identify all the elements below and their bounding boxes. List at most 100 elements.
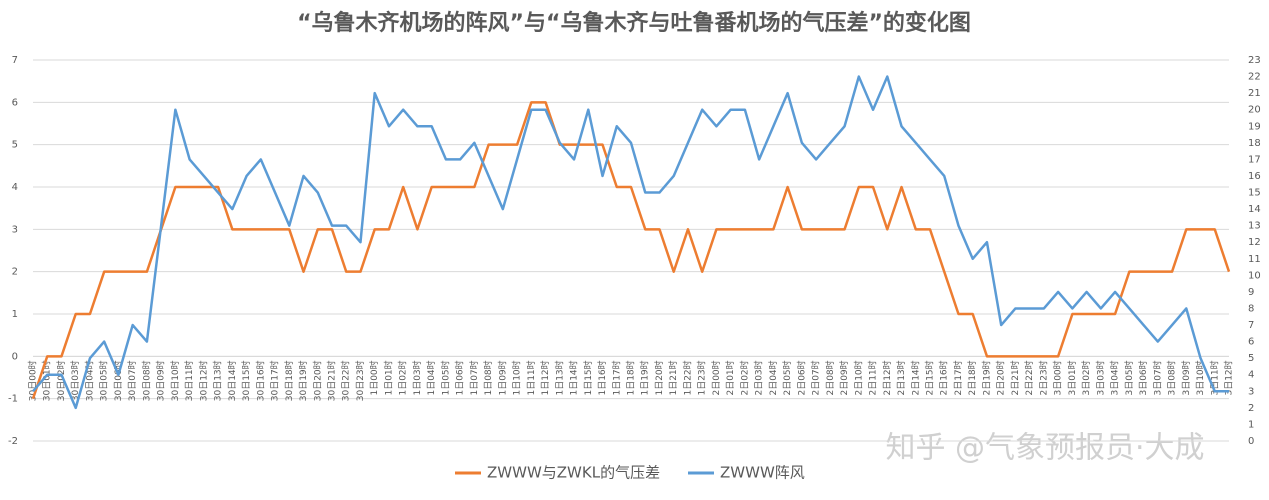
x-tick-label: 1日09时 — [496, 360, 508, 395]
y2-tick-label: 21 — [1248, 88, 1261, 99]
x-tick-label: 1日05时 — [439, 360, 451, 395]
x-tick-label: 30日00时 — [27, 360, 39, 401]
x-tick-label: 30日23时 — [354, 360, 366, 401]
x-tick-label: 3日04时 — [1109, 360, 1121, 395]
x-tick-label: 3日05时 — [1123, 360, 1135, 395]
x-tick-label: 30日13时 — [212, 360, 224, 401]
x-tick-label: 2日01时 — [724, 360, 736, 395]
series-line — [31, 101, 1231, 400]
y2-tick-label: 4 — [1248, 370, 1254, 381]
y2-tick-label: 14 — [1248, 204, 1261, 215]
x-tick-label: 2日21时 — [1009, 360, 1021, 395]
y-tick-label: 3 — [12, 224, 18, 235]
x-tick-label: 3日08时 — [1166, 360, 1178, 395]
y2-tick-label: 19 — [1248, 121, 1261, 132]
x-tick-label: 2日16时 — [938, 360, 950, 395]
x-tick-label: 2日14时 — [909, 360, 921, 395]
x-tick-label: 3日07时 — [1151, 360, 1163, 395]
y2-tick-label: 7 — [1248, 320, 1254, 331]
y2-tick-label: 12 — [1248, 237, 1261, 248]
x-tick-label: 1日17时 — [610, 360, 622, 395]
y2-tick-label: 11 — [1248, 254, 1261, 265]
x-tick-label: 30日03时 — [69, 360, 81, 401]
y2-tick-label: 2 — [1248, 403, 1254, 414]
x-tick-label: 3日06时 — [1137, 360, 1149, 395]
x-tick-label: 30日16时 — [254, 360, 266, 401]
x-tick-label: 3日12时 — [1223, 360, 1235, 395]
watermark: 知乎 @气象预报员·大成 — [885, 431, 1204, 466]
chart-title: “乌鲁木齐机场的阵风”与“乌鲁木齐与吐鲁番机场的气压差”的变化图 — [297, 10, 971, 36]
x-tick-label: 1日07时 — [468, 360, 480, 395]
x-tick-label: 1日11时 — [525, 360, 537, 395]
x-tick-label: 1日01时 — [382, 360, 394, 395]
x-tick-label: 1日19时 — [639, 360, 651, 395]
x-tick-label: 30日14时 — [226, 360, 238, 401]
x-tick-label: 1日10时 — [511, 360, 523, 395]
y2-tick-label: 1 — [1248, 419, 1254, 430]
x-tick-label: 3日02时 — [1080, 360, 1092, 395]
x-tick-label: 3日00时 — [1052, 360, 1064, 395]
legend-label: ZWWW与ZWKL的气压差 — [487, 464, 660, 482]
x-tick-label: 30日09时 — [155, 360, 167, 401]
x-tick-label: 2日13时 — [895, 360, 907, 395]
x-tick-label: 30日08时 — [140, 360, 152, 401]
x-tick-label: 1日23时 — [696, 360, 708, 395]
x-tick-label: 3日09时 — [1180, 360, 1192, 395]
x-tick-label: 30日12时 — [197, 360, 209, 401]
x-tick-label: 2日00时 — [710, 360, 722, 395]
y2-tick-label: 22 — [1248, 72, 1261, 83]
x-tick-label: 1日15时 — [582, 360, 594, 395]
x-tick-label: 2日12时 — [881, 360, 893, 395]
x-tick-label: 1日00时 — [368, 360, 380, 395]
y-tick-label: 0 — [12, 351, 18, 362]
x-tick-label: 30日15时 — [240, 360, 252, 401]
x-tick-label: 30日20时 — [311, 360, 323, 401]
y2-tick-label: 9 — [1248, 287, 1254, 298]
x-tick-label: 1日04时 — [425, 360, 437, 395]
x-tick-label: 30日11时 — [183, 360, 195, 401]
x-tick-label: 2日19时 — [980, 360, 992, 395]
series-line — [32, 75, 1229, 410]
legend-label: ZWWW阵风 — [720, 464, 805, 482]
x-tick-label: 2日20时 — [995, 360, 1007, 395]
x-tick-label: 1日13时 — [553, 360, 565, 395]
x-tick-label: 30日19时 — [297, 360, 309, 401]
y-tick-label: 7 — [12, 55, 18, 66]
x-tick-label: 2日03时 — [753, 360, 765, 395]
x-tick-label: 3日01时 — [1066, 360, 1078, 395]
y-tick-label: 2 — [12, 267, 18, 278]
y2-tick-label: 6 — [1248, 337, 1254, 348]
x-tick-label: 1日12时 — [539, 360, 551, 395]
x-tick-label: 2日07时 — [810, 360, 822, 395]
y2-tick-label: 16 — [1248, 171, 1261, 182]
y-tick-label: 1 — [12, 309, 18, 320]
x-tick-label: 1日22时 — [681, 360, 693, 395]
x-tick-label: 30日17时 — [269, 360, 281, 401]
x-tick-label: 1日16时 — [596, 360, 608, 395]
y2-tick-label: 3 — [1248, 386, 1254, 397]
y-tick-label: 6 — [12, 97, 18, 108]
x-tick-label: 30日18时 — [283, 360, 295, 401]
y-tick-label: -2 — [8, 436, 18, 447]
y-tick-label: 5 — [12, 140, 18, 151]
x-tick-label: 1日21时 — [667, 360, 679, 395]
x-tick-label: 30日21时 — [326, 360, 338, 401]
x-tick-label: 1日02时 — [397, 360, 409, 395]
x-tick-label: 2日18时 — [966, 360, 978, 395]
x-tick-label: 30日10时 — [169, 360, 181, 401]
y-tick-label: -1 — [8, 394, 18, 405]
x-tick-label: 1日20时 — [653, 360, 665, 395]
x-tick-label: 2日06时 — [795, 360, 807, 395]
x-tick-label: 3日03时 — [1094, 360, 1106, 395]
x-tick-label: 2日09时 — [838, 360, 850, 395]
y2-tick-label: 18 — [1248, 138, 1261, 149]
x-tick-label: 2日05时 — [781, 360, 793, 395]
x-tick-label: 3日11时 — [1208, 360, 1220, 395]
y2-tick-label: 5 — [1248, 353, 1254, 364]
x-tick-label: 30日05时 — [98, 360, 110, 401]
x-tick-label: 2日22时 — [1023, 360, 1035, 395]
x-tick-label: 2日15时 — [924, 360, 936, 395]
x-tick-label: 30日04时 — [83, 360, 95, 401]
y2-tick-label: 17 — [1248, 154, 1261, 165]
x-tick-label: 1日14时 — [568, 360, 580, 395]
